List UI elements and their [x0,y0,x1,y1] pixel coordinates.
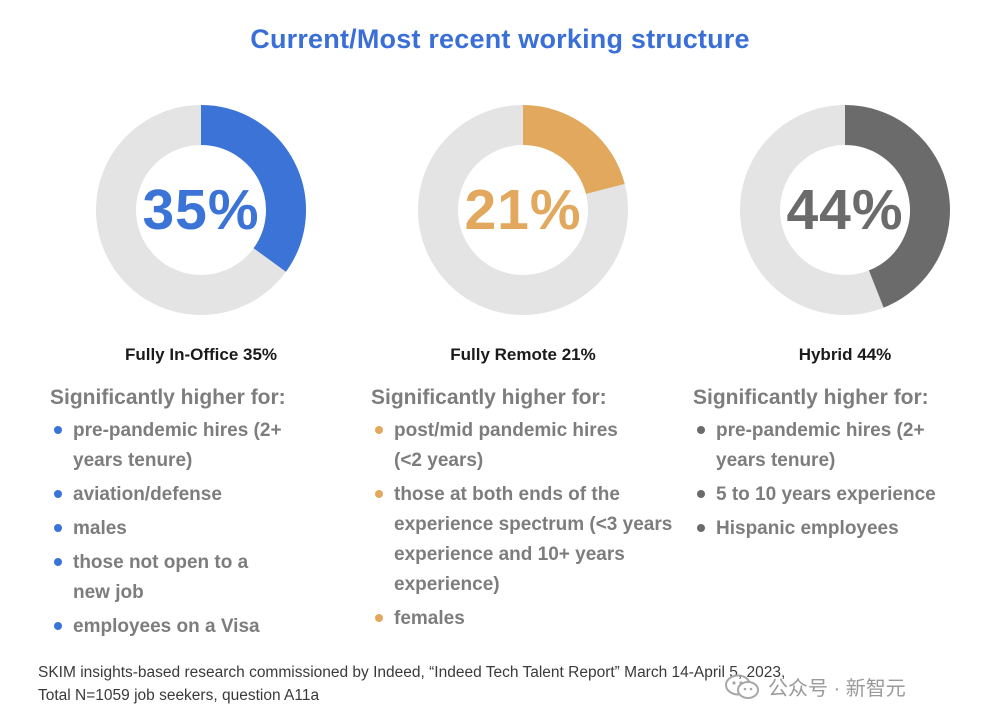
bullet-dot-icon [54,490,62,498]
list-item: post/mid pandemic hires (<2 years) [371,416,624,476]
watermark: 公众号 · 新智元 [724,672,906,701]
bullet-list-remote: post/mid pandemic hires (<2 years) those… [371,416,672,638]
subheading-remote: Significantly higher for: [371,386,607,409]
donut-value-in-office: 35% [142,178,260,242]
donut-value-remote: 21% [464,178,582,242]
donut-arc-remote [522,105,625,195]
donut-in-office: 35% [91,100,311,320]
bullet-dot-icon [375,426,383,434]
list-item: females [371,604,661,634]
list-item: pre-pandemic hires (2+ years tenure) [50,416,320,476]
bullet-dot-icon [54,524,62,532]
bullet-dot-icon [54,622,62,630]
wechat-icon [725,674,759,699]
watermark-text: 公众号 · 新智元 [768,678,906,700]
subheading-hybrid: Significantly higher for: [693,386,929,409]
list-item: those at both ends of the experience spe… [371,480,679,600]
bullet-dot-icon [375,614,383,622]
subheading-in-office: Significantly higher for: [50,386,286,409]
category-label-hybrid: Hybrid 44% [798,345,892,364]
source-footnote: SKIM insights-based research commissione… [38,661,785,707]
bullet-dot-icon [697,524,705,532]
donut-arc-in-office [200,105,306,272]
category-label-in-office: Fully In-Office 35% [124,345,278,364]
donut-arc-hybrid [844,105,950,308]
list-item: employees on a Visa [50,612,320,642]
donut-hybrid: 44% [735,100,955,320]
category-label-remote: Fully Remote 21% [450,345,596,364]
list-item: those not open to a new job [50,548,273,608]
list-item: pre-pandemic hires (2+ years tenure) [693,416,936,476]
bullet-dot-icon [54,558,62,566]
bullet-dot-icon [54,426,62,434]
list-item: Hispanic employees [693,514,993,544]
bullet-dot-icon [375,490,383,498]
footnote-line-1: SKIM insights-based research commissione… [38,664,786,681]
donut-value-hybrid: 44% [786,178,904,242]
bullet-list-in-office: pre-pandemic hires (2+ years tenure) avi… [50,416,320,646]
chart-title: Current/Most recent working structure [250,24,750,54]
footnote-line-2: Total N=1059 job seekers, question A11a [38,687,320,704]
list-item: males [50,514,320,544]
list-item: aviation/defense [50,480,320,510]
donut-remote: 21% [413,100,633,320]
donut-svg-remote [418,105,628,315]
list-item: 5 to 10 years experience [693,480,993,510]
donut-svg-hybrid [740,105,950,315]
donut-svg-in-office [96,105,306,315]
bullet-list-hybrid: pre-pandemic hires (2+ years tenure) 5 t… [693,416,993,548]
bullet-dot-icon [697,426,705,434]
bullet-dot-icon [697,490,705,498]
